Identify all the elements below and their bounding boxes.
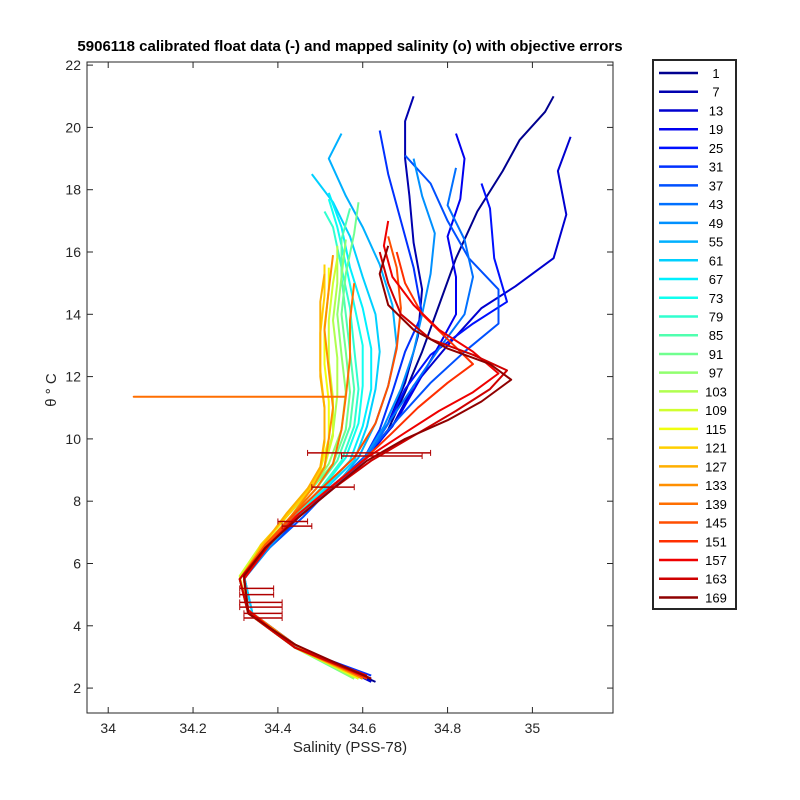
legend-label-31: 31 (709, 160, 723, 175)
legend-label-97: 97 (709, 366, 723, 381)
legend-label-157: 157 (705, 553, 727, 568)
legend-label-145: 145 (705, 516, 727, 531)
legend-label-37: 37 (709, 178, 723, 193)
legend-label-79: 79 (709, 309, 723, 324)
legend-label-151: 151 (705, 534, 727, 549)
legend-label-103: 103 (705, 384, 727, 399)
x-tick-label: 34.6 (349, 720, 376, 736)
legend-label-43: 43 (709, 197, 723, 212)
legend-label-139: 139 (705, 497, 727, 512)
legend-label-163: 163 (705, 572, 727, 587)
chart-title: 5906118 calibrated float data (-) and ma… (77, 38, 622, 55)
objective-error-layer (239, 449, 432, 621)
legend-label-115: 115 (706, 422, 727, 437)
legend-items: 1 7 13 19 25 31 37 43 49 55 61 67 73 79 85 91 97 103 109 11… (659, 66, 727, 605)
legend-label-121: 121 (705, 441, 727, 456)
y-tick-label: 14 (65, 306, 81, 322)
legend-label-7: 7 (712, 85, 719, 100)
y-tick-label: 22 (65, 57, 81, 73)
x-tick-label: 34.8 (434, 720, 461, 736)
legend-label-73: 73 (709, 291, 723, 306)
y-tick-label: 10 (65, 431, 81, 447)
x-tick-label: 34.2 (179, 720, 206, 736)
legend-label-91: 91 (709, 347, 723, 362)
legend-label-85: 85 (709, 328, 723, 343)
y-tick-label: 2 (73, 680, 81, 696)
legend-label-13: 13 (709, 103, 723, 118)
y-tick-label: 8 (73, 493, 81, 509)
legend-label-67: 67 (709, 272, 723, 287)
x-axis-label: Salinity (PSS-78) (293, 739, 407, 756)
y-axis-ticks: 2 4 6 8 10 12 14 16 18 20 22 (65, 57, 613, 696)
legend-label-55: 55 (709, 235, 723, 250)
y-tick-label: 18 (65, 182, 81, 198)
x-tick-label: 34.4 (264, 720, 291, 736)
y-tick-label: 16 (65, 244, 81, 260)
legend-label-169: 169 (705, 590, 727, 605)
legend-label-61: 61 (709, 253, 723, 268)
legend-label-133: 133 (705, 478, 727, 493)
x-tick-label: 35 (525, 720, 541, 736)
y-tick-label: 4 (73, 618, 81, 634)
legend-label-109: 109 (705, 403, 727, 418)
y-tick-label: 6 (73, 555, 81, 571)
legend-label-1: 1 (712, 66, 719, 81)
legend-label-25: 25 (709, 141, 723, 156)
y-tick-label: 12 (65, 369, 81, 385)
y-axis-label: θ ° C (43, 373, 60, 407)
x-tick-label: 34 (100, 720, 116, 736)
plot-frame (86, 61, 614, 714)
series-line-169 (243, 245, 513, 680)
legend-label-127: 127 (705, 459, 727, 474)
legend: 1 7 13 19 25 31 37 43 49 55 61 67 73 79 85 91 97 103 109 11… (652, 59, 737, 610)
legend-label-49: 49 (709, 216, 723, 231)
x-axis-ticks: 34 34.2 34.4 34.6 34.8 35 (100, 62, 540, 736)
y-tick-label: 20 (65, 119, 81, 135)
legend-label-19: 19 (709, 122, 723, 137)
